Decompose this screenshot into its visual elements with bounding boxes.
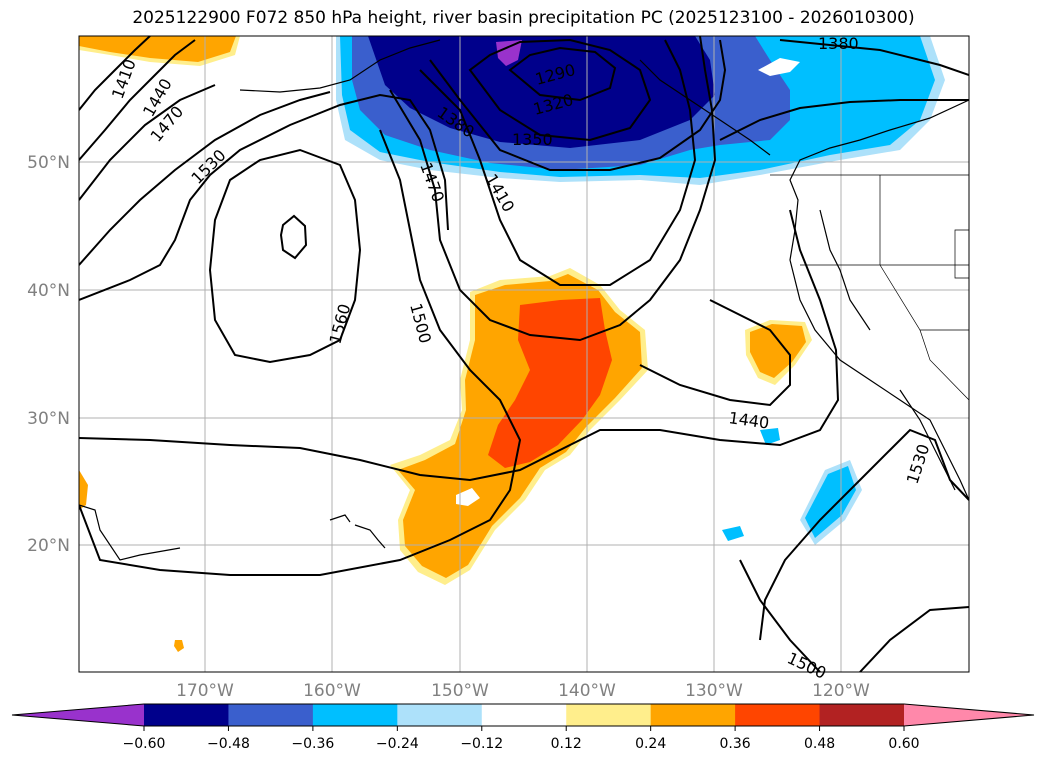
colorbar-tick-label: −0.48 (207, 736, 250, 752)
colorbar-swatches (12, 704, 1034, 726)
shading-cyan-small-2 (722, 526, 744, 541)
lon-label: 130°W (685, 681, 743, 701)
lat-label: 20°N (27, 536, 70, 556)
colorbar-tick-label: 0.48 (804, 736, 835, 752)
lon-label: 170°W (176, 681, 234, 701)
lat-label: 50°N (27, 153, 70, 173)
lon-label: 140°W (558, 681, 616, 701)
shading-navy (368, 36, 715, 148)
shading-cyan-patch-se-core (805, 466, 856, 538)
colorbar-tick-label: −0.24 (376, 736, 419, 752)
borders (770, 174, 969, 401)
colorbar-swatch (819, 704, 905, 726)
colorbar-swatch (481, 704, 567, 726)
latitude-labels: 50°N 40°N 30°N 20°N (27, 153, 70, 556)
lon-label: 150°W (431, 681, 489, 701)
colorbar: −0.60 −0.48 −0.36 −0.24 −0.12 0.12 0.24 0.36 0.4… (11, 703, 1035, 752)
colorbar-extend-low (12, 704, 144, 726)
map-frame (78, 35, 970, 673)
longitude-labels: 170°W 160°W 150°W 140°W 130°W 120°W (176, 681, 870, 701)
lat-label: 30°N (27, 409, 70, 429)
colorbar-ticks: −0.60 −0.48 −0.36 −0.24 −0.12 0.12 0.24 0.36 0.4… (123, 726, 920, 752)
colorbar-outline (11, 703, 1035, 727)
colorbar-extend-high (904, 704, 1034, 726)
colorbar-tick-label: −0.36 (291, 736, 334, 752)
shading-white-hole-2 (456, 488, 480, 506)
shading-cyan-small-1 (760, 428, 780, 445)
colorbar-tick-label: 0.36 (720, 736, 751, 752)
colorbar-swatch (228, 704, 314, 726)
shading-orange-small (174, 640, 184, 652)
colorbar-swatch (566, 704, 652, 726)
figure-title: 2025122900 F072 850 hPa height, river ba… (132, 8, 915, 28)
colorbar-swatch (735, 704, 821, 726)
contour-label: 1350 (512, 130, 553, 149)
lat-label: 40°N (27, 281, 70, 301)
colorbar-swatch (397, 704, 483, 726)
colorbar-swatch (650, 704, 736, 726)
lon-label: 160°W (303, 681, 361, 701)
colorbar-swatch (144, 704, 229, 726)
colorbar-tick-label: −0.60 (123, 736, 166, 752)
shading-orange-w-edge (79, 470, 88, 510)
lon-label: 120°W (812, 681, 870, 701)
colorbar-swatch (312, 704, 398, 726)
shading-purple (496, 40, 522, 66)
colorbar-tick-label: 0.24 (635, 736, 666, 752)
shading-orange-nw-core (79, 36, 236, 62)
shading-white-hole (758, 58, 800, 76)
colorbar-tick-label: 0.12 (551, 736, 582, 752)
contour-label: 1380 (818, 34, 859, 53)
colorbar-tick-label: −0.12 (460, 736, 503, 752)
shading-orange-patch-ne-core (750, 324, 806, 378)
colorbar-tick-label: 0.60 (888, 736, 919, 752)
height-contours (79, 36, 969, 672)
